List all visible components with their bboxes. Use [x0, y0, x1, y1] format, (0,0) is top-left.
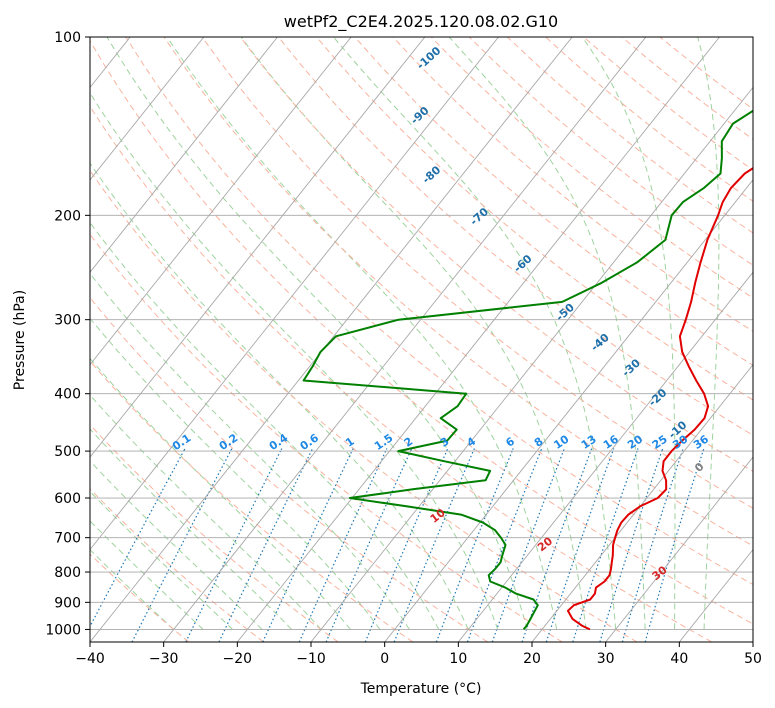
- isotherm-line: [236, 37, 720, 642]
- y-tick-label: 800: [54, 565, 81, 581]
- temperature-line: [566, 167, 753, 631]
- moist-adiabat-line: [90, 460, 263, 630]
- x-tick-label: 0: [380, 651, 389, 667]
- dry-adiabat-line: [354, 37, 753, 366]
- isotherm-line: [310, 86, 753, 642]
- mixing-ratio-line: [298, 448, 388, 642]
- chart-title: wetPf2_C2E4.2025.120.08.02.G10: [284, 12, 558, 32]
- x-tick-label: 50: [744, 651, 762, 667]
- y-tick-label: 700: [54, 531, 81, 547]
- isotherm-line: [90, 37, 499, 551]
- moist-adiabat-line: [448, 37, 646, 630]
- moist-adiabat-line: [333, 37, 617, 630]
- isotherm-line: [457, 271, 753, 642]
- x-tick-label: 30: [597, 651, 615, 667]
- moist-adiabats: [90, 37, 720, 630]
- moist-adiabat-line: [90, 162, 469, 630]
- mixing-ratio-line: [644, 448, 705, 642]
- dry-adiabat-line: [90, 105, 712, 642]
- dry-adiabat-line: [90, 553, 190, 642]
- x-axis-title: Temperature (°C): [360, 681, 482, 697]
- moist-adiabat-line: [90, 221, 440, 630]
- dry-adiabat-line: [90, 296, 488, 642]
- dry-adiabat-line: [278, 37, 753, 436]
- moist-adiabat-line: [90, 272, 410, 630]
- isotherm-line: [605, 456, 753, 642]
- x-tick-label: 10: [449, 651, 467, 667]
- dry-adiabat-line: [90, 424, 339, 642]
- dry-adiabat-line: [90, 169, 638, 642]
- x-tick-label: −40: [75, 651, 105, 667]
- y-tick-label: 1000: [45, 622, 81, 638]
- moist-adiabat-line: [90, 357, 351, 630]
- moist-adiabat-line: [106, 37, 528, 630]
- x-tick-label: −10: [296, 651, 326, 667]
- moist-adiabat-line: [240, 37, 587, 630]
- moist-adiabat-line: [90, 92, 499, 630]
- isotherm-line: [90, 37, 352, 366]
- y-tick-label: 100: [54, 30, 81, 46]
- y-tick-label: 500: [54, 444, 81, 460]
- mixing-ratio-line: [491, 448, 565, 642]
- x-tick-label: 40: [670, 651, 688, 667]
- y-tick-label: 200: [54, 208, 81, 224]
- dry-adiabat-line: [163, 37, 753, 547]
- dry-adiabat-line: [90, 233, 563, 642]
- isotherm-line: [90, 37, 205, 181]
- moist-adiabat-line: [581, 37, 676, 630]
- sounding-series: [302, 109, 753, 631]
- plot-frame: [89, 36, 754, 643]
- y-tick-label: 400: [54, 387, 81, 403]
- isotherm-line: [531, 363, 753, 642]
- moist-adiabat-line: [90, 490, 233, 630]
- isotherm-line: [163, 37, 647, 642]
- moist-adiabat-line: [697, 37, 720, 630]
- dry-adiabat-line: [201, 37, 753, 509]
- y-axis-title: Pressure (hPa): [12, 290, 28, 390]
- mixing-ratio-line: [599, 448, 664, 642]
- mixing-ratio-line: [185, 448, 283, 642]
- isotherm-line: [90, 37, 426, 458]
- dry-adiabat-line: [392, 37, 753, 332]
- dry-adiabat-line: [125, 37, 753, 586]
- moist-adiabat-line: [90, 520, 204, 630]
- isotherm-line: [90, 37, 573, 642]
- x-tick-label: −30: [149, 651, 179, 667]
- x-tick-label: 20: [523, 651, 541, 667]
- isotherm-line: [384, 179, 753, 642]
- mixing-ratio-line: [521, 448, 593, 642]
- y-tick-label: 600: [54, 491, 81, 507]
- y-axis-ticks: 100 200 300 400 500 600 700 800 900 1000: [45, 30, 90, 638]
- y-tick-label: 300: [54, 313, 81, 329]
- moist-adiabat-line: [90, 317, 381, 630]
- isotherms: [90, 37, 753, 642]
- isotherm-line: [90, 37, 278, 274]
- dry-adiabat-line: [90, 39, 753, 625]
- moist-adiabat-line: [90, 549, 175, 630]
- mixing-ratio-line: [90, 448, 186, 628]
- x-tick-label: −20: [223, 651, 253, 667]
- moist-adiabat-line: [90, 428, 292, 630]
- plot-area: 0.1 0.2 0.4 0.6 1 1.5 2 3 4 6 8 10 13 16 20 25 30 3610203…: [90, 37, 753, 642]
- mixing-ratio-line: [325, 448, 413, 642]
- dry-adiabat-line: [316, 37, 753, 401]
- mixing-ratio-line: [621, 448, 684, 642]
- x-axis-ticks: −40 −30 −20 −10 0 10 20 30 40 50: [75, 642, 762, 667]
- dewpoint-line: [302, 109, 753, 631]
- pressure-gridlines: [90, 37, 753, 630]
- y-tick-label: 900: [54, 595, 81, 611]
